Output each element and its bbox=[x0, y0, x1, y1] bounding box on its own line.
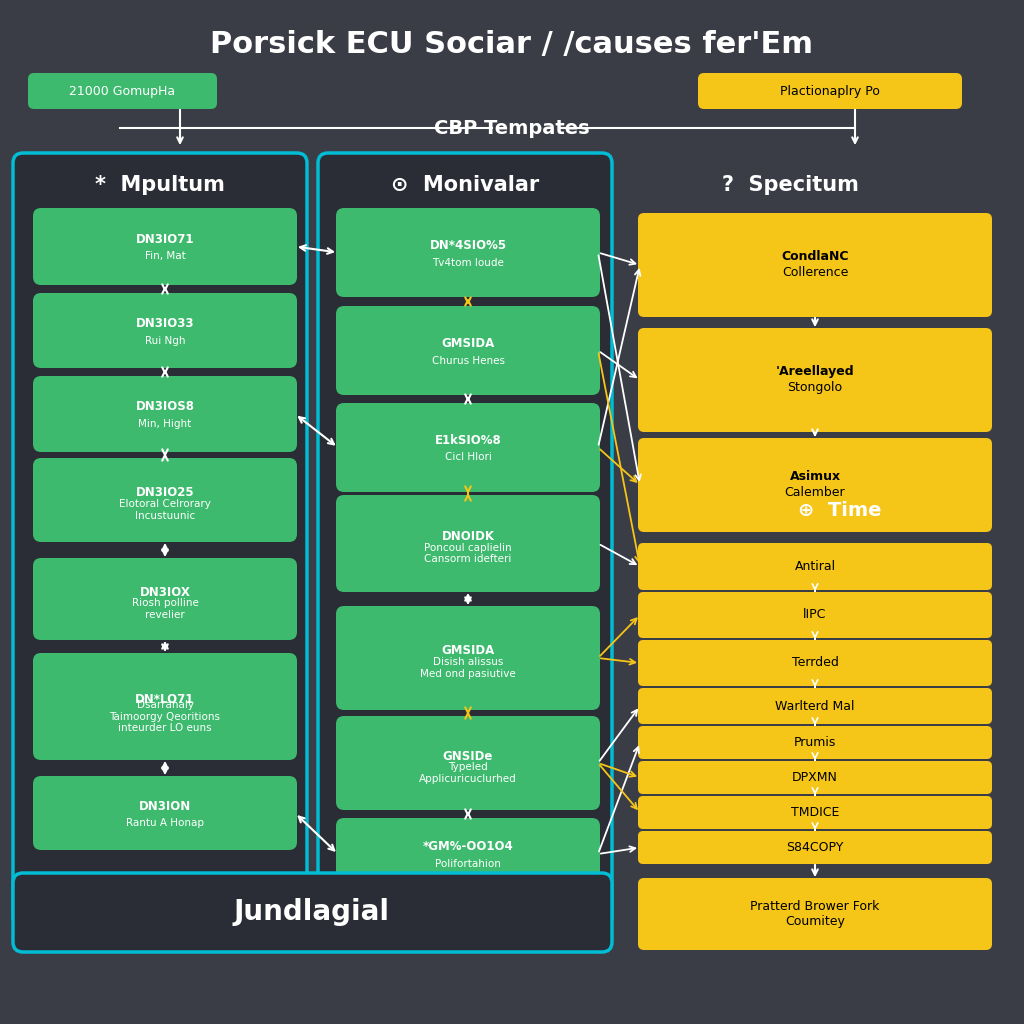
Text: ?  Specitum: ? Specitum bbox=[722, 175, 858, 195]
Text: ⊕  Time: ⊕ Time bbox=[799, 501, 882, 519]
FancyBboxPatch shape bbox=[33, 458, 297, 542]
Text: DN3IOS8: DN3IOS8 bbox=[135, 400, 195, 414]
Text: Min, Hight: Min, Hight bbox=[138, 419, 191, 429]
Text: Pratterd Brower Fork
Coumitey: Pratterd Brower Fork Coumitey bbox=[751, 900, 880, 928]
Text: *  Mpultum: * Mpultum bbox=[95, 175, 225, 195]
FancyBboxPatch shape bbox=[638, 213, 992, 317]
Text: GMSIDA: GMSIDA bbox=[441, 644, 495, 657]
Text: DN3IOX: DN3IOX bbox=[139, 586, 190, 598]
FancyBboxPatch shape bbox=[33, 208, 297, 285]
Text: Poncoul caplielin
Cansorm idefteri: Poncoul caplielin Cansorm idefteri bbox=[424, 543, 512, 564]
Text: Asimux: Asimux bbox=[790, 470, 841, 483]
FancyBboxPatch shape bbox=[638, 726, 992, 759]
FancyBboxPatch shape bbox=[336, 495, 600, 592]
Text: Dsarranaly
Taimoorgy Qeoritions
inteurder LO euns: Dsarranaly Taimoorgy Qeoritions inteurde… bbox=[110, 699, 220, 733]
FancyBboxPatch shape bbox=[336, 716, 600, 810]
FancyBboxPatch shape bbox=[336, 403, 600, 492]
Text: GMSIDA: GMSIDA bbox=[441, 337, 495, 350]
Text: Jundlagial: Jundlagial bbox=[234, 898, 390, 926]
Text: Typeled
Applicuricuclurhed: Typeled Applicuricuclurhed bbox=[419, 762, 517, 783]
Text: CondlaNC: CondlaNC bbox=[781, 251, 849, 263]
Text: Churus Henes: Churus Henes bbox=[431, 355, 505, 366]
FancyBboxPatch shape bbox=[33, 293, 297, 368]
Text: TMDICE: TMDICE bbox=[791, 806, 840, 819]
FancyBboxPatch shape bbox=[638, 438, 992, 532]
FancyBboxPatch shape bbox=[33, 653, 297, 760]
FancyBboxPatch shape bbox=[638, 328, 992, 432]
Text: GNSIDe: GNSIDe bbox=[442, 750, 494, 763]
FancyBboxPatch shape bbox=[336, 606, 600, 710]
Text: Rui Ngh: Rui Ngh bbox=[144, 336, 185, 345]
Text: CBP Tempates: CBP Tempates bbox=[434, 119, 590, 137]
Text: Warlterd Mal: Warlterd Mal bbox=[775, 699, 855, 713]
Text: Calember: Calember bbox=[784, 486, 846, 500]
Text: Tv4tom loude: Tv4tom loude bbox=[432, 257, 504, 267]
FancyBboxPatch shape bbox=[638, 796, 992, 829]
Text: 21000 GomupHa: 21000 GomupHa bbox=[69, 85, 175, 97]
FancyBboxPatch shape bbox=[318, 153, 612, 927]
FancyBboxPatch shape bbox=[638, 761, 992, 794]
Text: Disish alissus
Med ond pasiutive: Disish alissus Med ond pasiutive bbox=[420, 657, 516, 679]
Text: Stongolo: Stongolo bbox=[787, 382, 843, 394]
Text: DN3IO33: DN3IO33 bbox=[136, 317, 195, 330]
FancyBboxPatch shape bbox=[638, 543, 992, 590]
Text: DNOIDK: DNOIDK bbox=[441, 530, 495, 543]
Text: Rantu A Honap: Rantu A Honap bbox=[126, 818, 204, 828]
Text: lIPC: lIPC bbox=[803, 608, 826, 622]
Text: Polifortahion: Polifortahion bbox=[435, 859, 501, 869]
Text: Riosh polline
revelier: Riosh polline revelier bbox=[131, 598, 199, 620]
Text: Porsick ECU Sociar / /causes fer'Em: Porsick ECU Sociar / /causes fer'Em bbox=[211, 31, 813, 59]
Text: DN3ION: DN3ION bbox=[139, 800, 191, 812]
Text: DN*LO71: DN*LO71 bbox=[135, 693, 195, 706]
FancyBboxPatch shape bbox=[33, 776, 297, 850]
FancyBboxPatch shape bbox=[13, 873, 612, 952]
FancyBboxPatch shape bbox=[336, 306, 600, 395]
Text: DN3IO71: DN3IO71 bbox=[136, 233, 195, 246]
Text: Prumis: Prumis bbox=[794, 736, 837, 749]
FancyBboxPatch shape bbox=[638, 831, 992, 864]
Text: Collerence: Collerence bbox=[781, 266, 848, 280]
Text: Terrded: Terrded bbox=[792, 656, 839, 670]
FancyBboxPatch shape bbox=[336, 818, 600, 890]
FancyBboxPatch shape bbox=[28, 73, 217, 109]
Text: Fin, Mat: Fin, Mat bbox=[144, 252, 185, 261]
Text: Antiral: Antiral bbox=[795, 560, 836, 573]
Text: DN3IO25: DN3IO25 bbox=[136, 486, 195, 500]
FancyBboxPatch shape bbox=[13, 153, 307, 927]
Text: ⊙  Monivalar: ⊙ Monivalar bbox=[391, 175, 539, 195]
FancyBboxPatch shape bbox=[638, 640, 992, 686]
FancyBboxPatch shape bbox=[698, 73, 962, 109]
FancyBboxPatch shape bbox=[336, 208, 600, 297]
Text: S84COPY: S84COPY bbox=[786, 841, 844, 854]
Text: Elotoral Celrorary
Incustuunic: Elotoral Celrorary Incustuunic bbox=[119, 500, 211, 521]
Text: Cicl Hlori: Cicl Hlori bbox=[444, 453, 492, 463]
FancyBboxPatch shape bbox=[638, 688, 992, 724]
Text: *GM%-OO1O4: *GM%-OO1O4 bbox=[423, 841, 513, 853]
Text: 'Areellayed: 'Areellayed bbox=[776, 366, 854, 379]
Text: DN*4SIO%5: DN*4SIO%5 bbox=[429, 239, 507, 252]
FancyBboxPatch shape bbox=[33, 376, 297, 452]
FancyBboxPatch shape bbox=[638, 592, 992, 638]
FancyBboxPatch shape bbox=[638, 878, 992, 950]
Text: Plactionaplry Po: Plactionaplry Po bbox=[780, 85, 880, 97]
FancyBboxPatch shape bbox=[33, 558, 297, 640]
Text: DPXMN: DPXMN bbox=[792, 771, 838, 784]
Text: E1kSIO%8: E1kSIO%8 bbox=[434, 434, 502, 447]
